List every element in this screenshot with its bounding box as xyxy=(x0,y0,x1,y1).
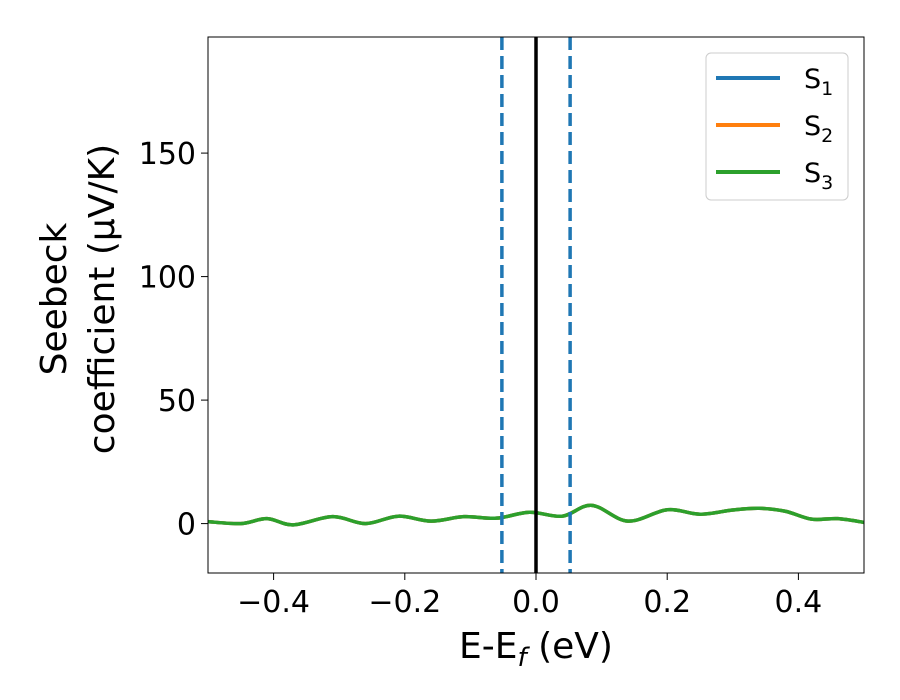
x-tick-label: −0.4 xyxy=(237,585,310,620)
series-line-S3 xyxy=(208,503,864,527)
legend-label-S1: S1 xyxy=(804,64,833,100)
y-axis: 0 50 100 150 xyxy=(139,137,208,543)
x-tick-label: −0.2 xyxy=(368,585,441,620)
y-tick-label: 0 xyxy=(177,508,196,543)
legend-label-S3: S3 xyxy=(804,158,833,194)
y-axis-label-line2: coefficient (μV/K) xyxy=(82,144,123,454)
legend: S1 S2 S3 xyxy=(705,52,849,201)
plot-area xyxy=(208,37,864,573)
legend-label-S2: S2 xyxy=(804,111,833,147)
x-tick-label: 0.2 xyxy=(643,585,691,620)
x-tick-label: 0.0 xyxy=(512,585,560,620)
x-axis: −0.4 −0.2 0.0 0.2 0.4 xyxy=(237,573,822,620)
y-tick-label: 50 xyxy=(158,384,196,419)
x-axis-label: E-Ef (eV) xyxy=(459,626,613,673)
y-tick-label: 150 xyxy=(139,137,196,172)
y-axis-label-line1: Seebeck xyxy=(34,222,75,375)
y-tick-label: 100 xyxy=(139,261,196,296)
x-tick-label: 0.4 xyxy=(775,585,823,620)
